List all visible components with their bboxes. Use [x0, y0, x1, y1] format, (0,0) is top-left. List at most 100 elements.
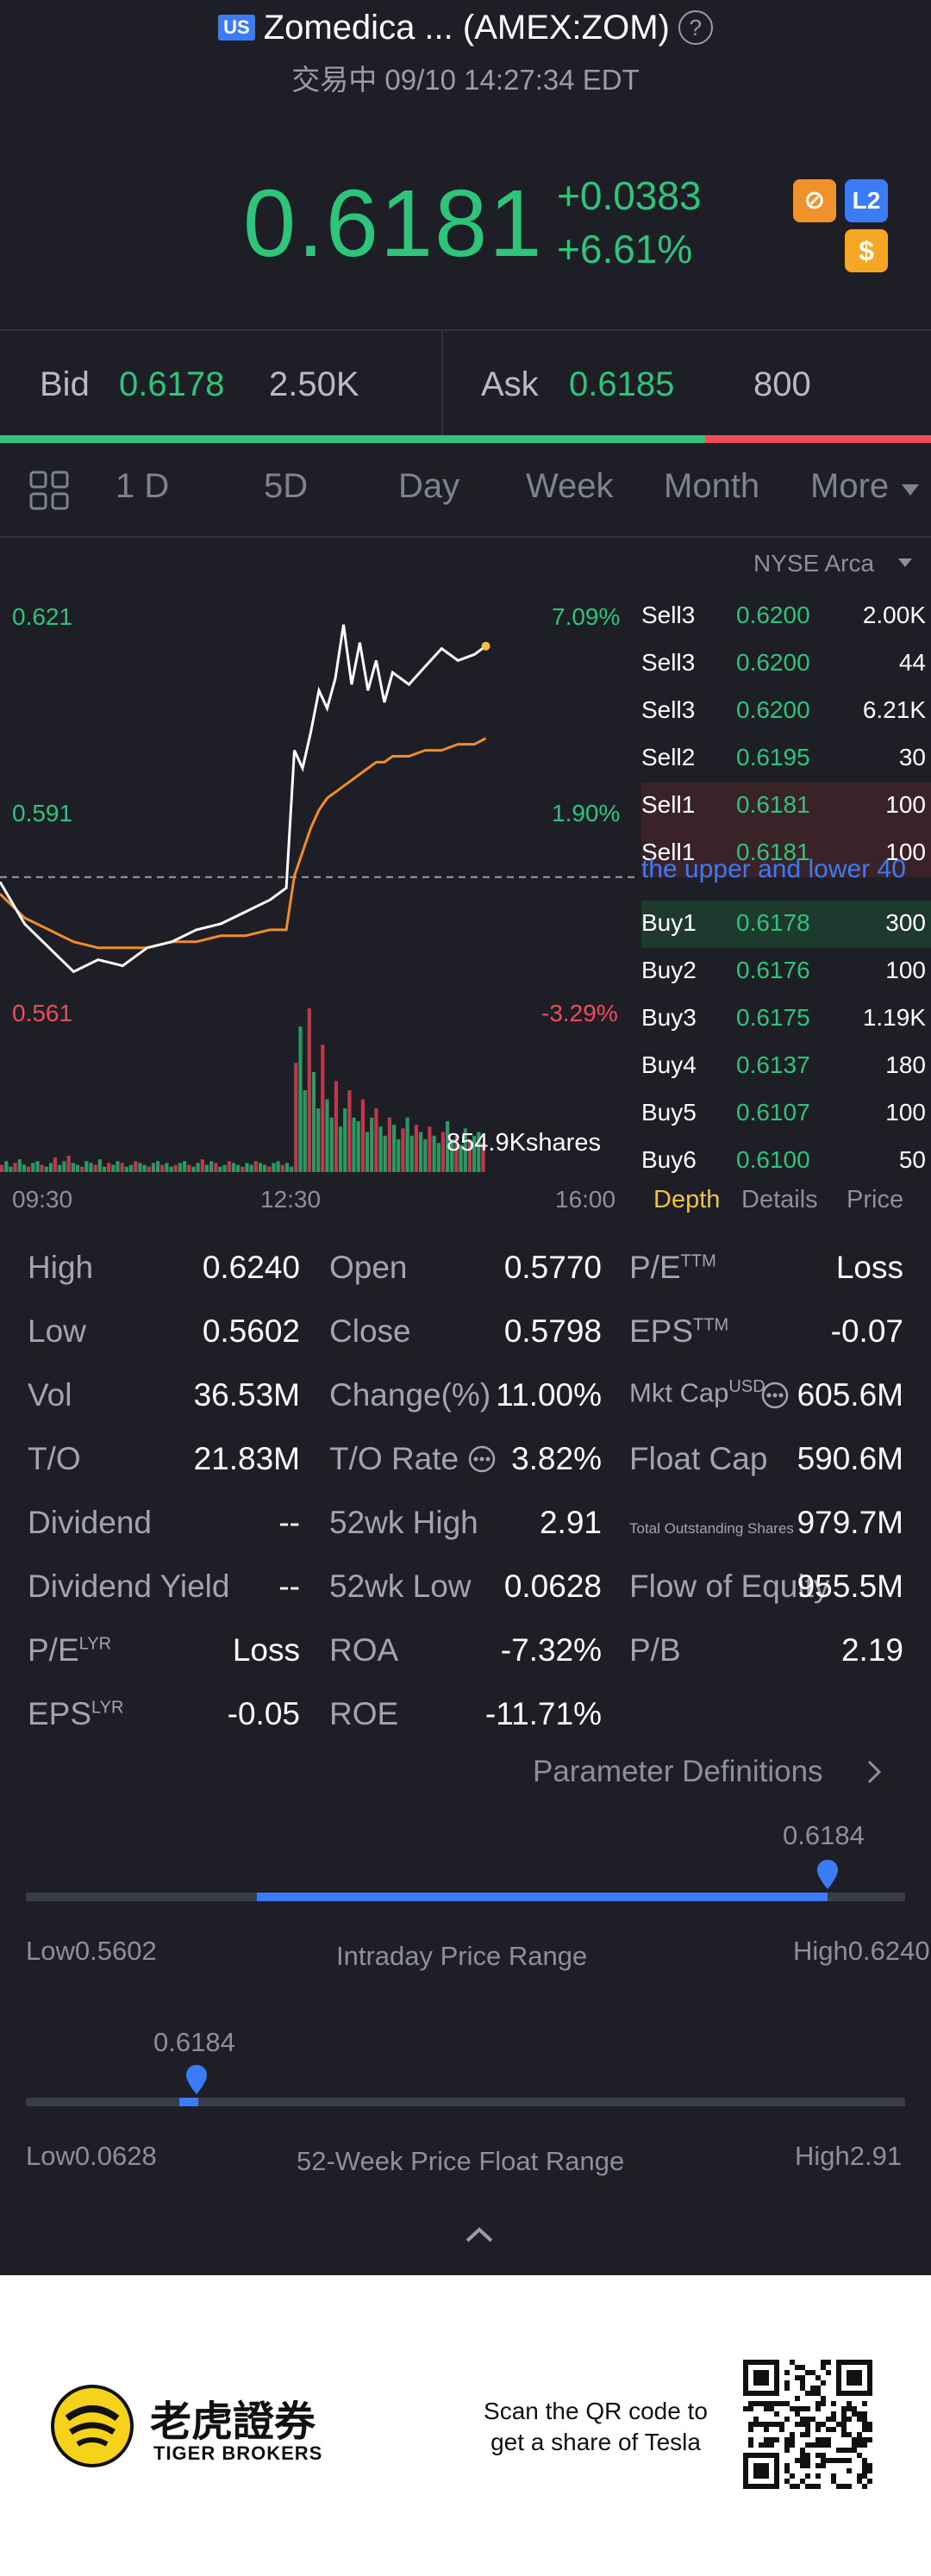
sell-order-row[interactable]: Sell3 0.6200 6.21K [641, 688, 931, 735]
order-level: Sell1 [641, 791, 696, 818]
volume-bar [48, 1163, 53, 1172]
stat-value: -- [278, 1505, 300, 1540]
level2-icon[interactable]: L2 [845, 179, 888, 222]
stat-label: ROA [329, 1632, 399, 1668]
volume-bar [436, 1143, 441, 1172]
order-size: 100 [885, 791, 926, 818]
tab-price[interactable]: Price [847, 1186, 904, 1213]
tab-week[interactable]: Week [526, 467, 614, 505]
buy-order-row[interactable]: Buy1 0.6178 300 [641, 901, 931, 948]
stat-value: 36.53M [193, 1377, 300, 1413]
week52-low-value: 0.0628 [74, 2141, 157, 2171]
volume-bar [53, 1157, 58, 1172]
stat-value: 955.5M [797, 1569, 903, 1604]
volume-bar [423, 1139, 428, 1172]
volume-bar [93, 1164, 97, 1172]
order-price: 0.6181 [736, 791, 810, 818]
volume-bar [196, 1163, 200, 1172]
dollar-icon[interactable]: $ [845, 229, 888, 272]
stock-name: Zomedica ... (AMEX:ZOM) [263, 9, 670, 47]
qr-code-icon[interactable] [743, 2360, 872, 2489]
tab-depth[interactable]: Depth [653, 1186, 721, 1213]
no-trade-icon[interactable]: ⊘ [793, 179, 836, 222]
location-pin-icon [817, 1860, 838, 1889]
order-size: 2.00K [862, 602, 926, 628]
last-price-dot [481, 641, 490, 651]
intraday-low-label: Low [26, 1936, 75, 1966]
parameter-definitions-link[interactable]: Parameter Definitions [533, 1755, 823, 1788]
volume-bar [17, 1159, 22, 1172]
volume-bar [276, 1161, 280, 1172]
volume-bar [321, 1045, 325, 1172]
stat-label: Flow of Equity [629, 1569, 830, 1604]
ask-label: Ask [481, 365, 539, 403]
buy-order-row[interactable]: Buy3 0.6175 1.19K [641, 995, 931, 1043]
buy-order-row[interactable]: Buy4 0.6137 180 [641, 1043, 931, 1090]
location-pin-icon [186, 2065, 207, 2094]
stat-value: 979.7M [797, 1505, 903, 1540]
volume-bar [31, 1163, 35, 1172]
sell-order-row[interactable]: Sell1 0.6181 100 [641, 830, 931, 877]
ask-price: 0.6185 [569, 365, 675, 403]
volume-bar [58, 1164, 62, 1172]
tab-5d[interactable]: 5D [264, 467, 309, 505]
chevron-down-icon[interactable] [902, 484, 919, 496]
sell-order-row[interactable]: Sell1 0.6181 100 [641, 783, 931, 830]
buy-order-row[interactable]: Buy5 0.6107 100 [641, 1090, 931, 1138]
tab-day[interactable]: Day [398, 467, 460, 505]
intraday-high-value: 0.6240 [847, 1936, 930, 1966]
sell-order-row[interactable]: Sell3 0.6200 2.00K [641, 593, 931, 640]
grid-icon[interactable] [29, 471, 69, 510]
week52-high-label: High [795, 2141, 850, 2171]
stat-value: 2.91 [539, 1505, 602, 1540]
y-label-low: 0.561 [12, 1000, 73, 1026]
volume-bar [477, 1132, 481, 1172]
tab-1d[interactable]: 1 D [116, 467, 170, 505]
week52-range-marker [179, 2098, 198, 2106]
order-level: Buy3 [641, 1004, 697, 1031]
buy-order-row[interactable]: Buy2 0.6176 100 [641, 948, 931, 995]
stat-value: 590.6M [797, 1441, 903, 1476]
chevron-up-icon[interactable] [464, 2225, 495, 2244]
volume-bar [472, 1135, 477, 1172]
buy-order-row[interactable]: Buy6 0.6100 50 [641, 1138, 931, 1185]
volume-bar [102, 1166, 107, 1172]
volume-bar [204, 1164, 209, 1172]
order-level: Sell1 [641, 839, 696, 865]
volume-bar [116, 1161, 120, 1172]
stat-value: 0.6240 [202, 1250, 300, 1285]
order-level: Buy6 [641, 1146, 697, 1173]
stat-label: P/ELYR [28, 1632, 112, 1668]
tiger-logo-icon [51, 2385, 134, 2467]
volume-bar [383, 1135, 387, 1172]
stat-label: P/B [629, 1632, 681, 1668]
volume-bar [374, 1108, 378, 1172]
more-info-icon[interactable] [760, 1381, 790, 1410]
footer-banner: 老虎證券 TIGER BROKERS Scan the QR code to g… [0, 2275, 931, 2576]
volume-bar [0, 1164, 4, 1172]
order-level: Buy1 [641, 909, 697, 936]
volume-bar [4, 1161, 9, 1172]
volume-bar [89, 1163, 93, 1172]
volume-bar [392, 1125, 397, 1172]
volume-bar [253, 1161, 258, 1172]
intraday-chart[interactable] [0, 543, 638, 1198]
volume-bar [378, 1126, 383, 1172]
exchange-selector[interactable]: NYSE Arca [753, 550, 875, 577]
x-label-open: 09:30 [12, 1186, 73, 1213]
volume-bar [325, 1099, 329, 1172]
volume-bar [124, 1166, 128, 1172]
tab-more[interactable]: More [810, 467, 890, 505]
sell-order-row[interactable]: Sell3 0.6200 44 [641, 640, 931, 688]
tab-details[interactable]: Details [741, 1186, 818, 1213]
help-icon[interactable]: ? [678, 10, 713, 45]
chevron-right-icon[interactable] [865, 1758, 883, 1786]
chevron-down-icon[interactable] [898, 558, 912, 568]
order-size: 30 [898, 744, 926, 770]
tab-month[interactable]: Month [664, 467, 760, 505]
stat-value: -7.32% [500, 1632, 602, 1668]
volume-bar [183, 1161, 187, 1172]
more-info-icon[interactable] [467, 1444, 497, 1474]
sell-order-row[interactable]: Sell2 0.6195 30 [641, 735, 931, 783]
stock-title[interactable]: US Zomedica ... (AMEX:ZOM)? [0, 9, 931, 47]
